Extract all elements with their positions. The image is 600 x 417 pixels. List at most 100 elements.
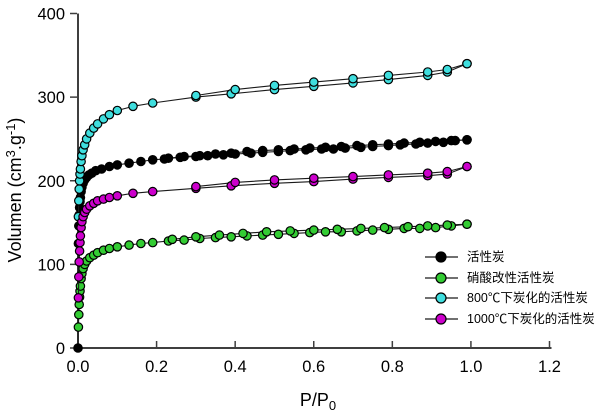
data-point bbox=[430, 136, 441, 147]
y-axis-title-superscript: 3 bbox=[3, 150, 18, 158]
y-axis-title-part: .g bbox=[5, 135, 25, 151]
legend-item-activated-carbon: 活性炭 bbox=[424, 247, 595, 268]
x-tick-label: 1.0 bbox=[459, 358, 482, 376]
x-tick-label: 0.2 bbox=[145, 358, 168, 376]
data-point bbox=[74, 196, 84, 206]
data-point bbox=[352, 140, 362, 151]
data-point bbox=[147, 98, 158, 108]
data-point bbox=[96, 164, 107, 174]
data-point bbox=[191, 90, 201, 101]
data-point bbox=[202, 150, 213, 161]
x-tick-label: 0.0 bbox=[67, 358, 90, 376]
data-point bbox=[308, 173, 319, 183]
data-point bbox=[179, 235, 189, 245]
data-point bbox=[136, 156, 146, 167]
data-point bbox=[442, 64, 453, 75]
y-axis-title-superscript: -1 bbox=[3, 123, 18, 136]
data-point bbox=[163, 153, 174, 163]
y-tick-label: 100 bbox=[37, 256, 65, 274]
data-point bbox=[446, 135, 457, 146]
data-point bbox=[136, 238, 146, 249]
data-point bbox=[438, 137, 449, 148]
legend-item-carbonized-800c: 800℃下炭化的活性炭 bbox=[424, 288, 595, 309]
y-axis-title-part: ) bbox=[5, 117, 25, 124]
data-point bbox=[273, 229, 284, 240]
data-point bbox=[112, 242, 123, 252]
x-axis-title: P/P0 bbox=[243, 390, 393, 413]
data-point bbox=[332, 224, 343, 235]
data-point bbox=[462, 219, 472, 229]
data-point bbox=[328, 144, 339, 154]
data-point bbox=[273, 145, 284, 155]
data-point bbox=[195, 150, 205, 161]
data-point bbox=[348, 73, 358, 84]
data-point bbox=[104, 243, 115, 254]
data-point bbox=[230, 84, 240, 95]
data-point bbox=[167, 234, 178, 245]
data-point bbox=[399, 138, 409, 148]
data-point bbox=[320, 227, 331, 237]
data-point bbox=[104, 109, 115, 120]
data-point bbox=[422, 221, 433, 231]
data-point bbox=[226, 148, 236, 158]
data-point bbox=[383, 170, 394, 180]
data-point bbox=[422, 168, 433, 178]
data-point bbox=[462, 135, 472, 145]
data-point bbox=[308, 77, 319, 87]
data-point bbox=[414, 137, 425, 148]
legend: 活性炭 硝酸改性活性炭 800℃下炭化的活性炭 1000℃下炭化的活性炭 bbox=[424, 247, 595, 329]
data-point bbox=[238, 228, 248, 239]
x-tick-label: 0.6 bbox=[302, 358, 325, 376]
data-point bbox=[230, 177, 240, 188]
data-point bbox=[379, 222, 390, 233]
series-carbonized-800c bbox=[73, 58, 472, 222]
data-point bbox=[112, 160, 123, 170]
legend-label: 800℃下炭化的活性炭 bbox=[467, 291, 588, 306]
data-point bbox=[383, 70, 394, 81]
data-point bbox=[336, 141, 347, 152]
y-tick-label: 200 bbox=[37, 173, 65, 191]
legend-label: 硝酸改性活性炭 bbox=[467, 270, 555, 285]
x-tick-label: 1.2 bbox=[538, 358, 561, 376]
legend-marker-nitric-acid-modified-icon bbox=[425, 272, 458, 284]
data-point bbox=[128, 101, 138, 112]
x-tick-label: 0.4 bbox=[224, 358, 247, 376]
data-point bbox=[367, 140, 378, 150]
data-point bbox=[462, 161, 472, 172]
x-axis-title-part: P/P bbox=[299, 390, 329, 410]
data-point bbox=[285, 226, 295, 236]
data-point bbox=[261, 227, 272, 237]
y-tick-label: 0 bbox=[56, 340, 65, 358]
data-point bbox=[348, 171, 358, 182]
series-nitric-acid-modified bbox=[73, 219, 472, 332]
x-tick-label: 0.8 bbox=[381, 358, 404, 376]
data-point bbox=[308, 225, 319, 235]
y-tick-label: 300 bbox=[37, 89, 65, 107]
data-point bbox=[442, 166, 453, 177]
data-point bbox=[74, 184, 84, 194]
data-point bbox=[75, 231, 86, 241]
data-point bbox=[422, 138, 433, 148]
data-point bbox=[304, 143, 315, 153]
data-point bbox=[147, 186, 158, 197]
data-point bbox=[147, 155, 158, 165]
x-axis-title-subscript: 0 bbox=[328, 398, 337, 413]
data-point bbox=[356, 223, 366, 234]
series-carbonized-1000c bbox=[73, 161, 472, 303]
data-point bbox=[191, 181, 201, 192]
data-point bbox=[320, 142, 331, 153]
data-point bbox=[104, 192, 115, 203]
data-point bbox=[128, 188, 138, 199]
y-axis-title-part: Volumen (cm bbox=[5, 157, 25, 263]
legend-marker-carbonized-800c-icon bbox=[425, 292, 458, 305]
data-point bbox=[257, 145, 268, 156]
data-point bbox=[226, 232, 236, 242]
data-point bbox=[367, 225, 378, 235]
data-point bbox=[414, 223, 425, 234]
y-axis: 0 100 200 300 400 bbox=[37, 6, 79, 358]
data-point bbox=[74, 309, 84, 320]
data-point bbox=[269, 175, 280, 185]
y-axis-title: Volumen (cm3.g-1) bbox=[3, 60, 29, 320]
data-point bbox=[124, 240, 134, 250]
